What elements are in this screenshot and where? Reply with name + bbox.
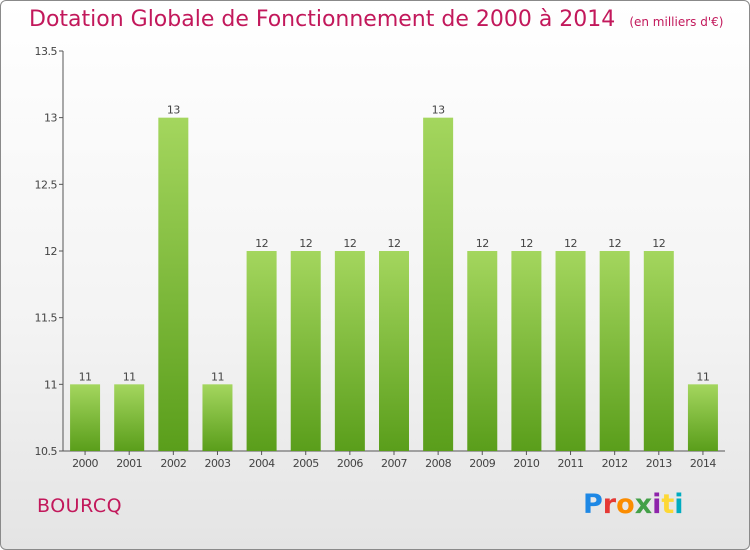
- x-tick-label: 2008: [425, 457, 451, 470]
- x-tick-label: 2002: [160, 457, 186, 470]
- logo-letter: o: [616, 489, 635, 520]
- x-tick-label: 2000: [72, 457, 98, 470]
- y-tick-label: 11.5: [35, 312, 58, 325]
- logo-letter: x: [634, 489, 653, 520]
- bar: [599, 251, 630, 451]
- y-tick-label: 12: [44, 245, 57, 258]
- bar-value-label: 12: [608, 237, 621, 250]
- bar-value-label: 12: [652, 237, 665, 250]
- y-tick-label: 10.5: [35, 445, 58, 458]
- logo-letter: P: [583, 489, 603, 520]
- proxiti-logo: Proxiti: [583, 489, 684, 520]
- bar-value-label: 11: [696, 370, 709, 383]
- bar-value-label: 12: [476, 237, 489, 250]
- logo-letter: i: [674, 489, 684, 520]
- x-tick-label: 2013: [646, 457, 672, 470]
- bar: [246, 251, 277, 451]
- x-tick-label: 2005: [293, 457, 319, 470]
- bar-value-label: 11: [123, 370, 136, 383]
- bar: [202, 384, 233, 451]
- bar-value-label: 12: [388, 237, 401, 250]
- x-tick-label: 2007: [381, 457, 407, 470]
- bar-value-label: 12: [299, 237, 312, 250]
- bar: [379, 251, 409, 451]
- bar-value-label: 12: [520, 237, 533, 250]
- bar-value-label: 11: [211, 370, 224, 383]
- x-tick-label: 2003: [204, 457, 230, 470]
- bar: [687, 384, 718, 451]
- bar: [290, 251, 321, 451]
- bar-value-label: 12: [343, 237, 356, 250]
- unit-note: (en milliers d'€): [629, 15, 724, 29]
- bar: [555, 251, 586, 451]
- y-tick-label: 13.5: [35, 45, 58, 58]
- x-tick-label: 2012: [602, 457, 628, 470]
- bar: [158, 117, 189, 452]
- y-tick-label: 11: [44, 378, 57, 391]
- chart-title-text: Dotation Globale de Fonctionnement de 20…: [29, 7, 616, 32]
- logo-letter: i: [652, 489, 662, 520]
- x-tick-label: 2010: [513, 457, 539, 470]
- commune-name: BOURCQ: [37, 495, 123, 517]
- bar-value-label: 12: [255, 237, 268, 250]
- bar: [70, 384, 101, 451]
- bar: [423, 117, 454, 452]
- x-tick-label: 2014: [690, 457, 716, 470]
- chart-title: Dotation Globale de Fonctionnement de 20…: [29, 7, 723, 32]
- bar: [467, 251, 498, 451]
- logo-letter: t: [661, 489, 675, 520]
- x-tick-label: 2004: [249, 457, 275, 470]
- bar-value-label: 11: [79, 370, 92, 383]
- bar-value-label: 13: [167, 104, 180, 117]
- x-tick-label: 2001: [116, 457, 142, 470]
- logo-letter: r: [602, 489, 617, 520]
- x-tick-label: 2011: [558, 457, 584, 470]
- bar-value-label: 13: [432, 104, 445, 117]
- y-tick-label: 13: [44, 112, 57, 125]
- bar: [114, 384, 145, 451]
- x-tick-label: 2006: [337, 457, 363, 470]
- bar: [511, 251, 542, 451]
- bar: [334, 251, 365, 451]
- y-tick-label: 12.5: [35, 178, 58, 191]
- bar: [643, 251, 674, 451]
- bar-value-label: 12: [564, 237, 577, 250]
- x-tick-label: 2009: [469, 457, 495, 470]
